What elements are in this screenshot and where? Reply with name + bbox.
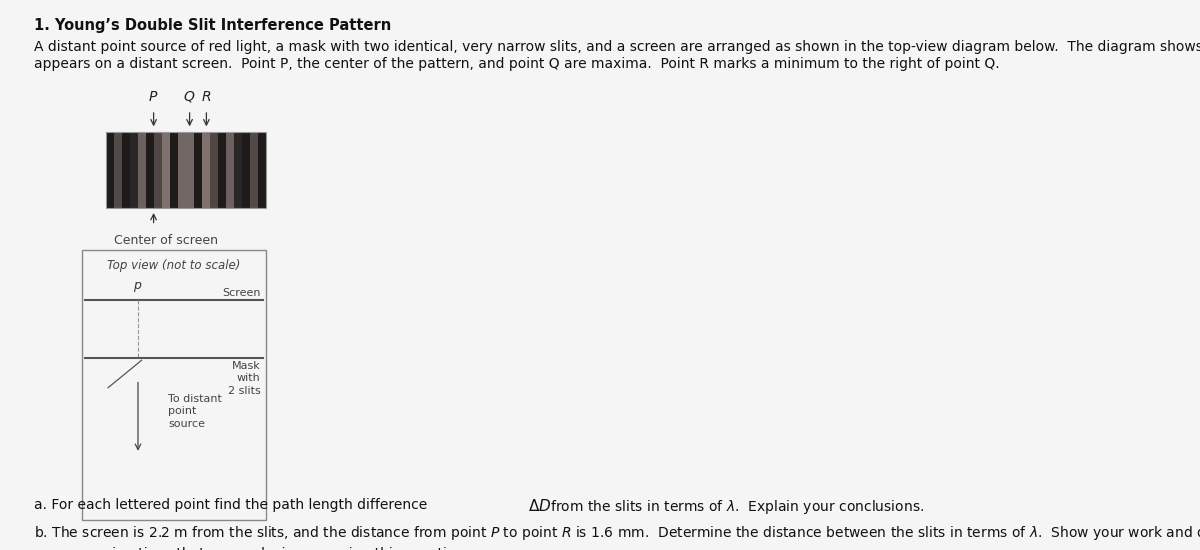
Text: A distant point source of red light, a mask with two identical, very narrow slit: A distant point source of red light, a m… [34,40,1200,53]
Text: any approximations that you make in answering this question.: any approximations that you make in answ… [34,547,468,550]
Bar [106,132,114,208]
Bar [234,132,242,208]
Text: Center of screen: Center of screen [114,234,217,247]
Text: $Q$: $Q$ [184,90,196,104]
Bar [162,132,170,208]
Text: $P$: $P$ [149,91,158,104]
Bar [194,132,202,208]
Text: Screen: Screen [222,288,260,298]
Bar [258,132,266,208]
Bar [138,132,146,208]
Bar [106,132,266,208]
Bar [210,132,218,208]
Text: 1. Young’s Double Slit Interference Pattern: 1. Young’s Double Slit Interference Patt… [34,18,391,32]
Text: Top view (not to scale): Top view (not to scale) [107,258,241,272]
Bar [251,132,258,208]
Text: $p$: $p$ [133,280,143,294]
Text: appears on a distant screen.  Point P, the center of the pattern, and point Q ar: appears on a distant screen. Point P, th… [34,57,1000,71]
Bar [82,250,266,520]
Bar [218,132,227,208]
Bar [226,132,234,208]
Bar [170,132,178,208]
Bar [178,132,186,208]
Bar [121,132,130,208]
Bar [114,132,121,208]
Bar [202,132,210,208]
Bar [146,132,154,208]
Bar [130,132,138,208]
Text: a. For each lettered point find the path length difference: a. For each lettered point find the path… [34,498,431,512]
Text: Mask
with
2 slits: Mask with 2 slits [228,361,260,395]
Text: b. The screen is 2.2 m from the slits, and the distance from point $P$ to point : b. The screen is 2.2 m from the slits, a… [34,524,1200,542]
Bar [106,132,266,208]
Bar [186,132,194,208]
Text: To distant
point
source: To distant point source [168,394,222,428]
Text: $\Delta D$: $\Delta D$ [528,498,552,514]
Bar [154,132,162,208]
Bar [242,132,251,208]
Text: from the slits in terms of $\lambda$.  Explain your conclusions.: from the slits in terms of $\lambda$. Ex… [546,498,924,516]
Text: $R$: $R$ [202,91,211,104]
